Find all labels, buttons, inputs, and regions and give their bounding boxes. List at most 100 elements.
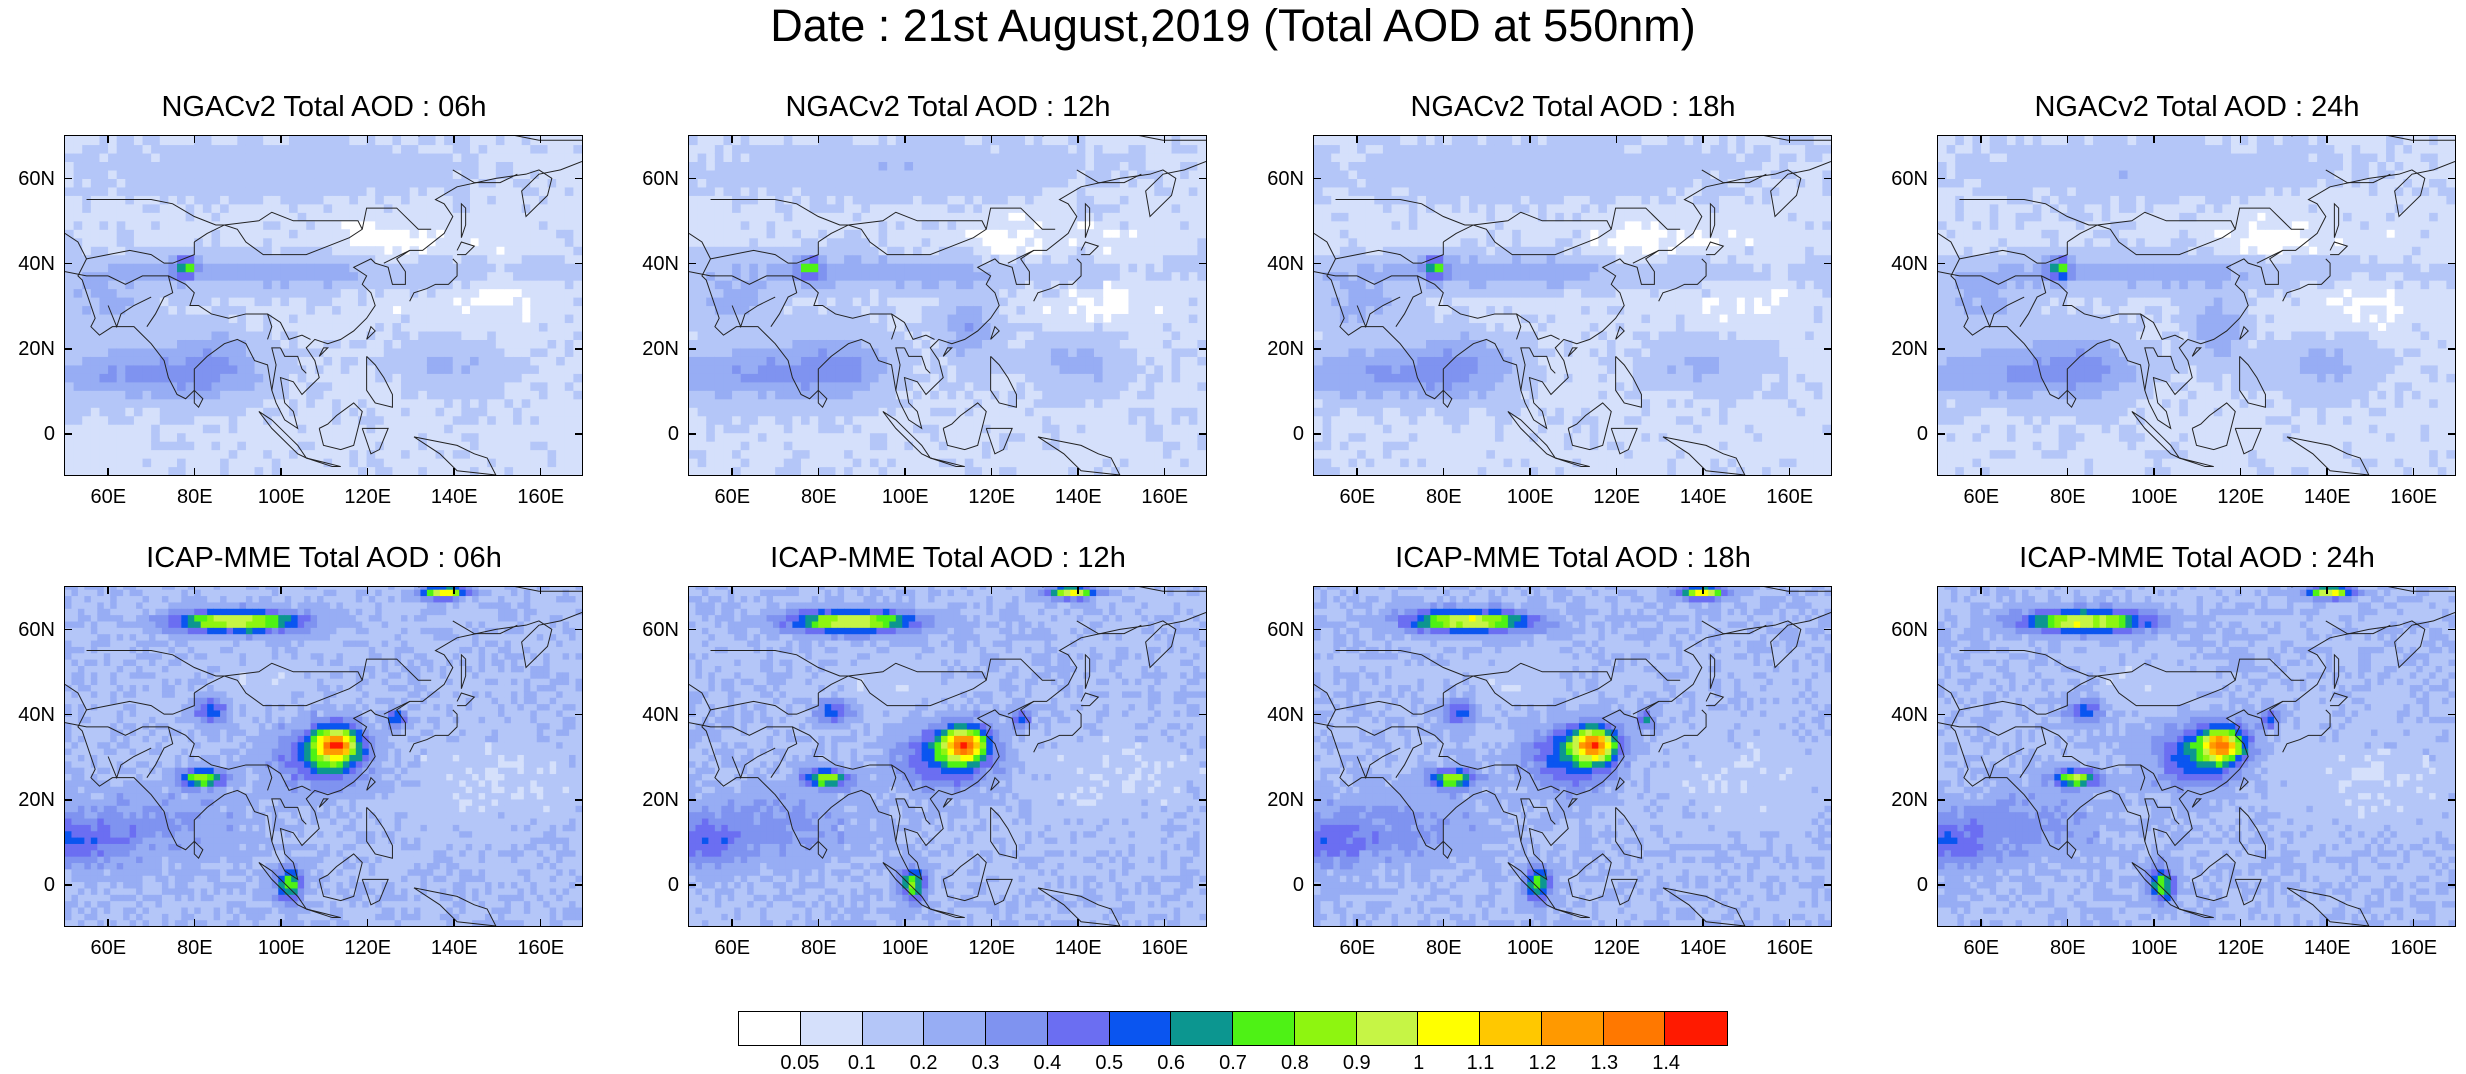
lon-tick-mark [1702, 468, 1704, 475]
aod-field [65, 136, 582, 475]
lon-tick-mark [2067, 136, 2069, 143]
lat-label: 0 [627, 424, 679, 444]
aod-field [1314, 587, 1831, 926]
lon-tick-mark [107, 468, 109, 475]
colorbar-swatch [801, 1012, 863, 1045]
colorbar-label: 0.7 [1203, 1053, 1263, 1073]
colorbar-label: 0.5 [1079, 1053, 1139, 1073]
colorbar-swatch [1665, 1012, 1727, 1045]
lat-tick-mark [1199, 263, 1206, 265]
lon-label: 80E [784, 487, 854, 507]
lon-label: 160E [506, 938, 576, 958]
lon-label: 140E [2292, 938, 2362, 958]
lon-label: 80E [160, 938, 230, 958]
lon-label: 160E [2379, 487, 2449, 507]
lon-tick-mark [904, 587, 906, 594]
lon-label: 60E [1946, 938, 2016, 958]
lat-tick-mark [65, 884, 72, 886]
lon-label: 120E [957, 938, 1027, 958]
lon-tick-mark [1702, 919, 1704, 926]
lat-tick-mark [1199, 433, 1206, 435]
lon-label: 60E [697, 487, 767, 507]
lon-tick-mark [1443, 919, 1445, 926]
lat-label: 20N [627, 790, 679, 810]
aod-field [689, 587, 1206, 926]
lat-label: 40N [1876, 705, 1928, 725]
lon-tick-mark [1616, 587, 1618, 594]
lon-tick-mark [904, 919, 906, 926]
colorbar-label: 1 [1389, 1053, 1449, 1073]
lat-label: 20N [1252, 790, 1304, 810]
colorbar-swatch [1357, 1012, 1419, 1045]
lon-tick-mark [1077, 136, 1079, 143]
lon-tick-mark [2240, 919, 2242, 926]
lat-label: 60N [1252, 620, 1304, 640]
lon-label: 160E [1130, 487, 1200, 507]
lon-tick-mark [2326, 919, 2328, 926]
lon-tick-mark [991, 587, 993, 594]
lon-tick-mark [1789, 468, 1791, 475]
figure-title: Date : 21st August,2019 (Total AOD at 55… [0, 0, 2466, 54]
lon-tick-mark [1529, 587, 1531, 594]
lon-tick-mark [194, 136, 196, 143]
lon-tick-mark [1077, 587, 1079, 594]
lat-tick-mark [689, 884, 696, 886]
lat-label: 0 [1252, 424, 1304, 444]
lat-label: 20N [1876, 790, 1928, 810]
colorbar-label: 1.2 [1512, 1053, 1572, 1073]
lat-tick-mark [689, 629, 696, 631]
lon-tick-mark [1529, 468, 1531, 475]
lon-label: 140E [1668, 938, 1738, 958]
lon-tick-mark [367, 468, 369, 475]
panel-title: NGACv2 Total AOD : 06h [64, 89, 584, 125]
lat-tick-mark [2448, 263, 2455, 265]
lon-tick-mark [904, 136, 906, 143]
aod-field [1938, 587, 2455, 926]
lat-label: 0 [3, 424, 55, 444]
colorbar-swatch [1480, 1012, 1542, 1045]
lon-tick-mark [904, 468, 906, 475]
lat-tick-mark [575, 178, 582, 180]
lat-tick-mark [2448, 348, 2455, 350]
lat-label: 60N [627, 620, 679, 640]
lon-tick-mark [1980, 468, 1982, 475]
lat-label: 40N [627, 705, 679, 725]
lon-tick-mark [2153, 468, 2155, 475]
lat-label: 0 [3, 875, 55, 895]
lat-tick-mark [1824, 178, 1831, 180]
lon-label: 80E [2033, 938, 2103, 958]
lat-tick-mark [1824, 714, 1831, 716]
lat-tick-mark [1938, 629, 1945, 631]
lat-label: 60N [3, 169, 55, 189]
lon-label: 60E [697, 938, 767, 958]
lon-tick-mark [1164, 919, 1166, 926]
lon-label: 120E [333, 938, 403, 958]
lon-tick-mark [367, 587, 369, 594]
lon-tick-mark [1077, 919, 1079, 926]
panel-title: NGACv2 Total AOD : 12h [688, 89, 1208, 125]
lat-tick-mark [1938, 348, 1945, 350]
lat-tick-mark [1314, 799, 1321, 801]
lon-label: 60E [1946, 487, 2016, 507]
lon-tick-mark [2067, 587, 2069, 594]
lon-tick-mark [818, 136, 820, 143]
lon-tick-mark [1443, 587, 1445, 594]
lon-tick-mark [2153, 136, 2155, 143]
lon-tick-mark [453, 468, 455, 475]
colorbar-swatch [1048, 1012, 1110, 1045]
lat-tick-mark [65, 433, 72, 435]
colorbar-swatch [1542, 1012, 1604, 1045]
panel-title: ICAP-MME Total AOD : 24h [1937, 540, 2457, 576]
lon-label: 160E [1130, 938, 1200, 958]
lon-tick-mark [194, 919, 196, 926]
colorbar-swatch [1295, 1012, 1357, 1045]
lon-tick-mark [1980, 919, 1982, 926]
lon-label: 140E [2292, 487, 2362, 507]
lat-label: 60N [1252, 169, 1304, 189]
lat-tick-mark [2448, 433, 2455, 435]
colorbar-label: 1.4 [1636, 1053, 1696, 1073]
